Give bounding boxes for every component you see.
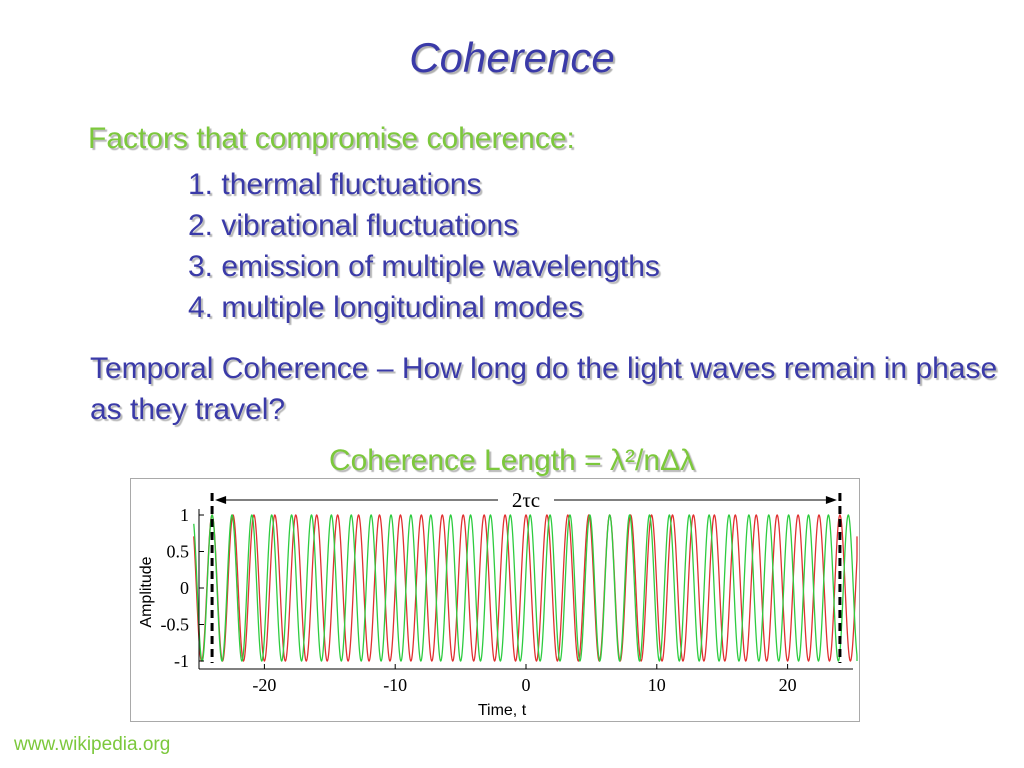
- wave-series-2: [193, 514, 858, 662]
- factors-list: 1. thermal fluctuations 2. vibrational f…: [188, 164, 660, 328]
- x-tick-label: -10: [383, 675, 407, 695]
- temporal-coherence-text: Temporal Coherence – How long do the lig…: [90, 352, 998, 426]
- y-axis-label: Amplitude: [138, 556, 155, 627]
- factor-item-longitudinal-modes: 4. multiple longitudinal modes: [188, 291, 584, 324]
- x-tick-label: 20: [779, 675, 797, 695]
- y-tick-label: 0.5: [167, 542, 190, 562]
- coherence-chart-svg: 2τc 1 0.5 0 -0.5 -1 -20 -10 0 10 20 Time, t Amplitud…: [138, 486, 858, 719]
- factors-heading: Factors that compromise coherence:: [88, 122, 575, 155]
- factor-item-wavelengths: 3. emission of multiple wavelengths: [188, 250, 660, 283]
- x-axis-label: Time, t: [478, 702, 527, 719]
- y-tick-label: 0: [180, 578, 189, 598]
- factor-item-thermal: 1. thermal fluctuations: [188, 168, 482, 201]
- coherence-span-arrowhead-right: [825, 496, 837, 504]
- x-tick-label: 0: [522, 675, 531, 695]
- x-tick-label: 10: [648, 675, 666, 695]
- y-tick-label: -1: [174, 651, 189, 671]
- source-link[interactable]: www.wikipedia.org: [14, 734, 171, 755]
- coherence-span-arrowhead-left: [215, 496, 227, 504]
- y-tick-label: -0.5: [161, 615, 190, 635]
- wave-series-1: [193, 514, 858, 662]
- y-tick-label: 1: [180, 505, 189, 525]
- factor-item-vibrational: 2. vibrational fluctuations: [188, 209, 519, 242]
- coherence-span-label-bg: [498, 486, 554, 512]
- slide-title: Coherence: [409, 34, 615, 81]
- x-tick-label: -20: [252, 675, 276, 695]
- coherence-span-label: 2τc: [512, 488, 540, 512]
- coherence-length-formula: Coherence Length = λ²/nΔλ: [328, 444, 696, 477]
- coherence-chart: 2τc 1 0.5 0 -0.5 -1 -20 -10 0 10 20 Time, t Amplitud…: [130, 478, 860, 722]
